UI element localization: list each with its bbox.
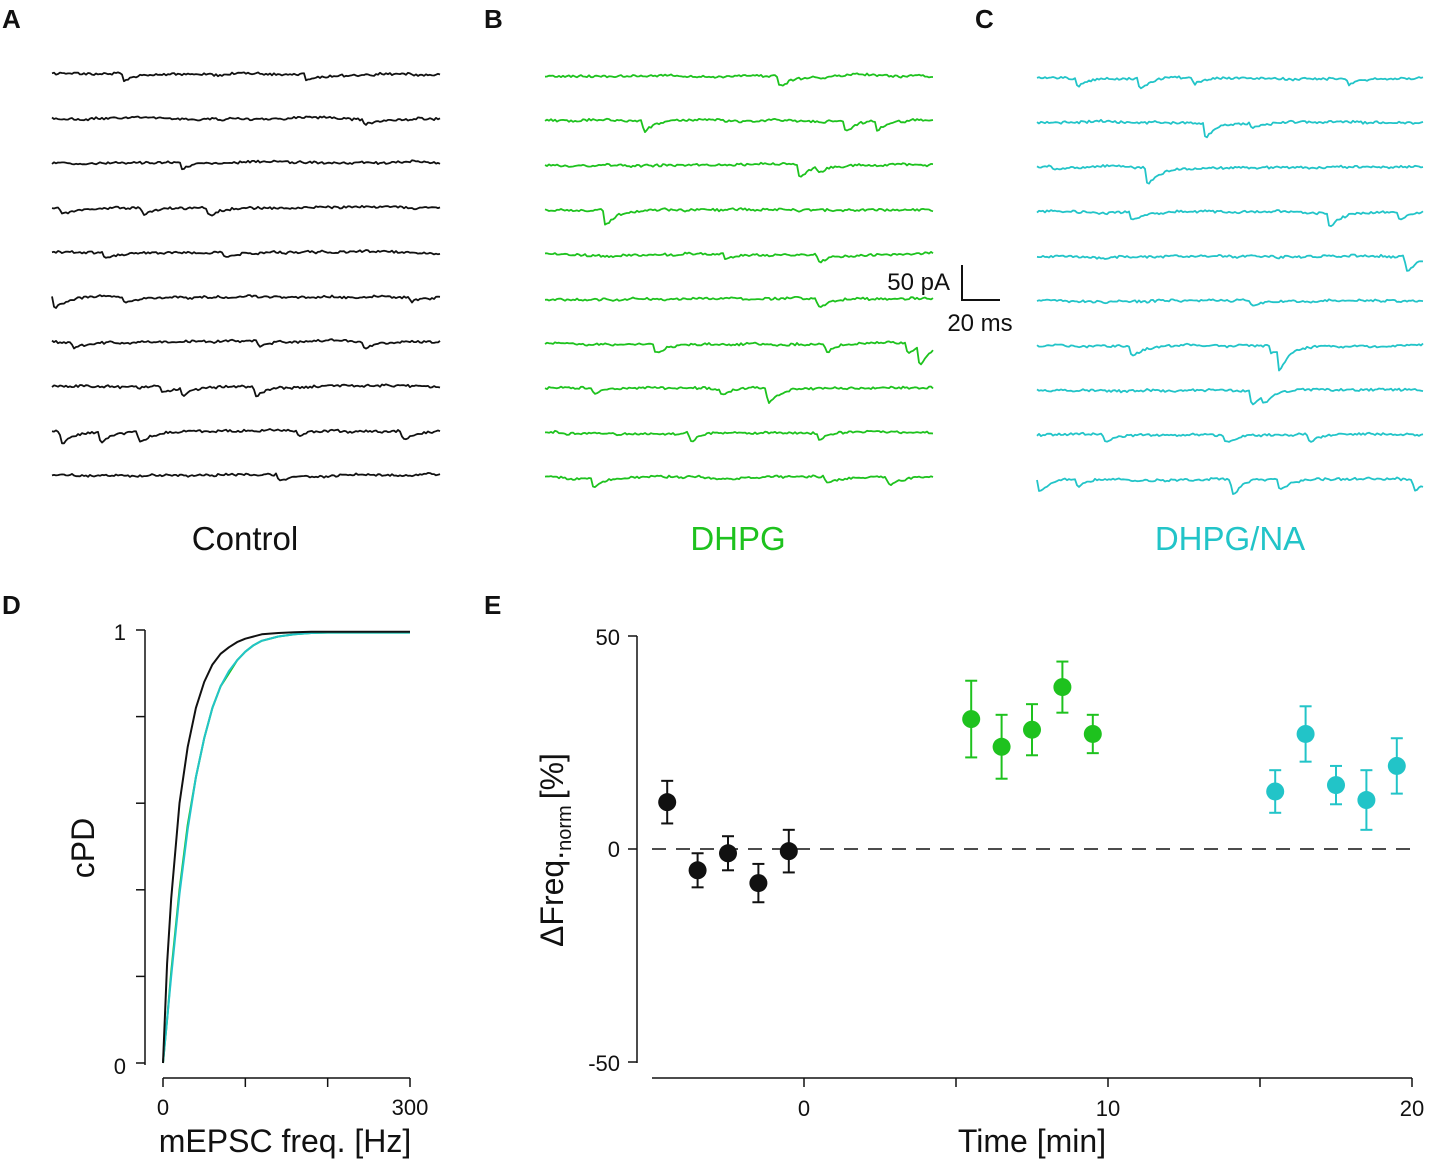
scale-bar: 50 pA 20 ms	[887, 265, 1013, 337]
control-data-point	[719, 844, 737, 863]
freq-y-tick-label-0: 0	[608, 837, 620, 862]
dhpg-data-point	[962, 710, 981, 729]
dhpg-trace-9	[545, 429, 934, 443]
panel-label-b: B	[484, 4, 503, 34]
panel-label-c: C	[975, 4, 994, 34]
freq-y-axis-title-main: ΔFreq.	[534, 851, 570, 947]
cpd-chart: 1 0 0 300 mEPSC freq. [Hz] cPD	[65, 620, 428, 1159]
control-trace-1	[51, 71, 441, 83]
freq-y-tick-label-minus-50: -50	[588, 1051, 620, 1076]
control-trace-8	[51, 383, 441, 398]
cpd-x-axis-title: mEPSC freq. [Hz]	[159, 1123, 412, 1159]
cpd-y-tick-label-0: 0	[114, 1054, 126, 1079]
dhpg-trace-2	[544, 117, 934, 134]
freq-x-tick-label-20: 20	[1400, 1096, 1424, 1121]
freq-y-axis-title: ΔFreq.norm [%]	[534, 753, 576, 947]
dhpg-na-trace-8	[1036, 387, 1424, 406]
cpd-x-tick-label-300: 300	[392, 1095, 429, 1120]
dhpg-na-trace-5	[1036, 253, 1424, 272]
dhpg-traces	[544, 72, 934, 489]
freq-x-axis-title: Time [min]	[958, 1123, 1106, 1159]
dhpg-na-trace-1	[1036, 75, 1424, 90]
cpd-x-minor-ticks	[162, 1078, 411, 1087]
control-trace-4	[51, 204, 441, 217]
dhpg-data-point	[992, 737, 1011, 756]
control-trace-6	[51, 294, 441, 309]
scale-bar-current-label: 50 pA	[887, 269, 950, 296]
control-trace-9	[51, 428, 441, 445]
dhpg-trace-3	[544, 161, 934, 178]
cpd-y-axis-title: cPD	[65, 818, 101, 878]
control-data-point	[688, 861, 707, 880]
dhpg-na-trace-9	[1036, 431, 1424, 443]
control-data-point	[779, 842, 798, 861]
dhpg-data-point	[1083, 724, 1102, 743]
dhpg-na-data-point	[1296, 724, 1315, 743]
dhpg-na-trace-2	[1036, 118, 1424, 139]
panel-label-d: D	[2, 590, 21, 620]
dhpg-trace-10	[544, 474, 934, 489]
dhpg-na-trace-4	[1036, 209, 1424, 228]
freq-y-axis-title-subscript: norm	[554, 805, 576, 851]
freq-y-tick-label-50: 50	[596, 625, 620, 650]
dhpg-na-trace-6	[1036, 298, 1424, 307]
dhpg-trace-7	[544, 340, 934, 366]
dhpg-na-data-point	[1387, 756, 1406, 775]
dhpg-data-point	[1023, 720, 1041, 739]
freq-y-axis-title-unit: [%]	[534, 753, 570, 799]
freq-axis-ticks	[628, 635, 1413, 1087]
scale-bar-time-label: 20 ms	[947, 310, 1012, 337]
dhpg-na-data-point	[1327, 776, 1345, 795]
control-trace-7	[51, 338, 441, 350]
control-trace-2	[51, 115, 441, 126]
panel-label-e: E	[484, 590, 501, 620]
control-trace-3	[51, 159, 441, 171]
cpd-y-minor-ticks	[136, 629, 145, 1064]
control-data-point	[749, 874, 768, 893]
cpd-curves	[162, 630, 410, 1064]
cpd-y-tick-label-1: 1	[114, 620, 126, 645]
freq-data-points	[658, 660, 1406, 904]
dhpg-na-data-point	[1357, 791, 1376, 810]
control-traces	[51, 71, 441, 482]
panel-label-a: A	[2, 4, 21, 34]
dhpg-trace-6	[544, 295, 934, 308]
dhpg-na-trace-7	[1036, 342, 1424, 372]
freq-x-tick-label-0: 0	[798, 1096, 810, 1121]
control-trace-10	[51, 471, 441, 482]
dhpg-trace-4	[544, 207, 934, 226]
dhpg-trace-1	[544, 72, 933, 87]
freq-x-tick-label-10: 10	[1096, 1096, 1120, 1121]
dhpg-condition-label: DHPG	[690, 520, 785, 557]
dhpg-na-trace-3	[1036, 164, 1424, 185]
dhpg-na-data-point	[1266, 782, 1285, 801]
dhpg-trace-8	[544, 385, 934, 405]
dhpg-trace-5	[544, 250, 934, 264]
cpd-series-control	[162, 630, 410, 1064]
control-trace-5	[51, 249, 441, 259]
control-data-point	[658, 793, 677, 812]
control-condition-label: Control	[192, 520, 298, 557]
cpd-series-dhpg-na	[162, 631, 410, 1064]
frequency-chart: 50 0 -50 0 10 20 Time [min] ΔFreq.norm [%…	[534, 625, 1424, 1159]
dhpg-na-trace-10	[1036, 476, 1424, 496]
dhpg-data-point	[1053, 678, 1072, 697]
cpd-x-tick-label-0: 0	[157, 1095, 169, 1120]
dhpg-na-condition-label: DHPG/NA	[1155, 520, 1305, 557]
dhpg-na-traces	[1036, 75, 1424, 496]
